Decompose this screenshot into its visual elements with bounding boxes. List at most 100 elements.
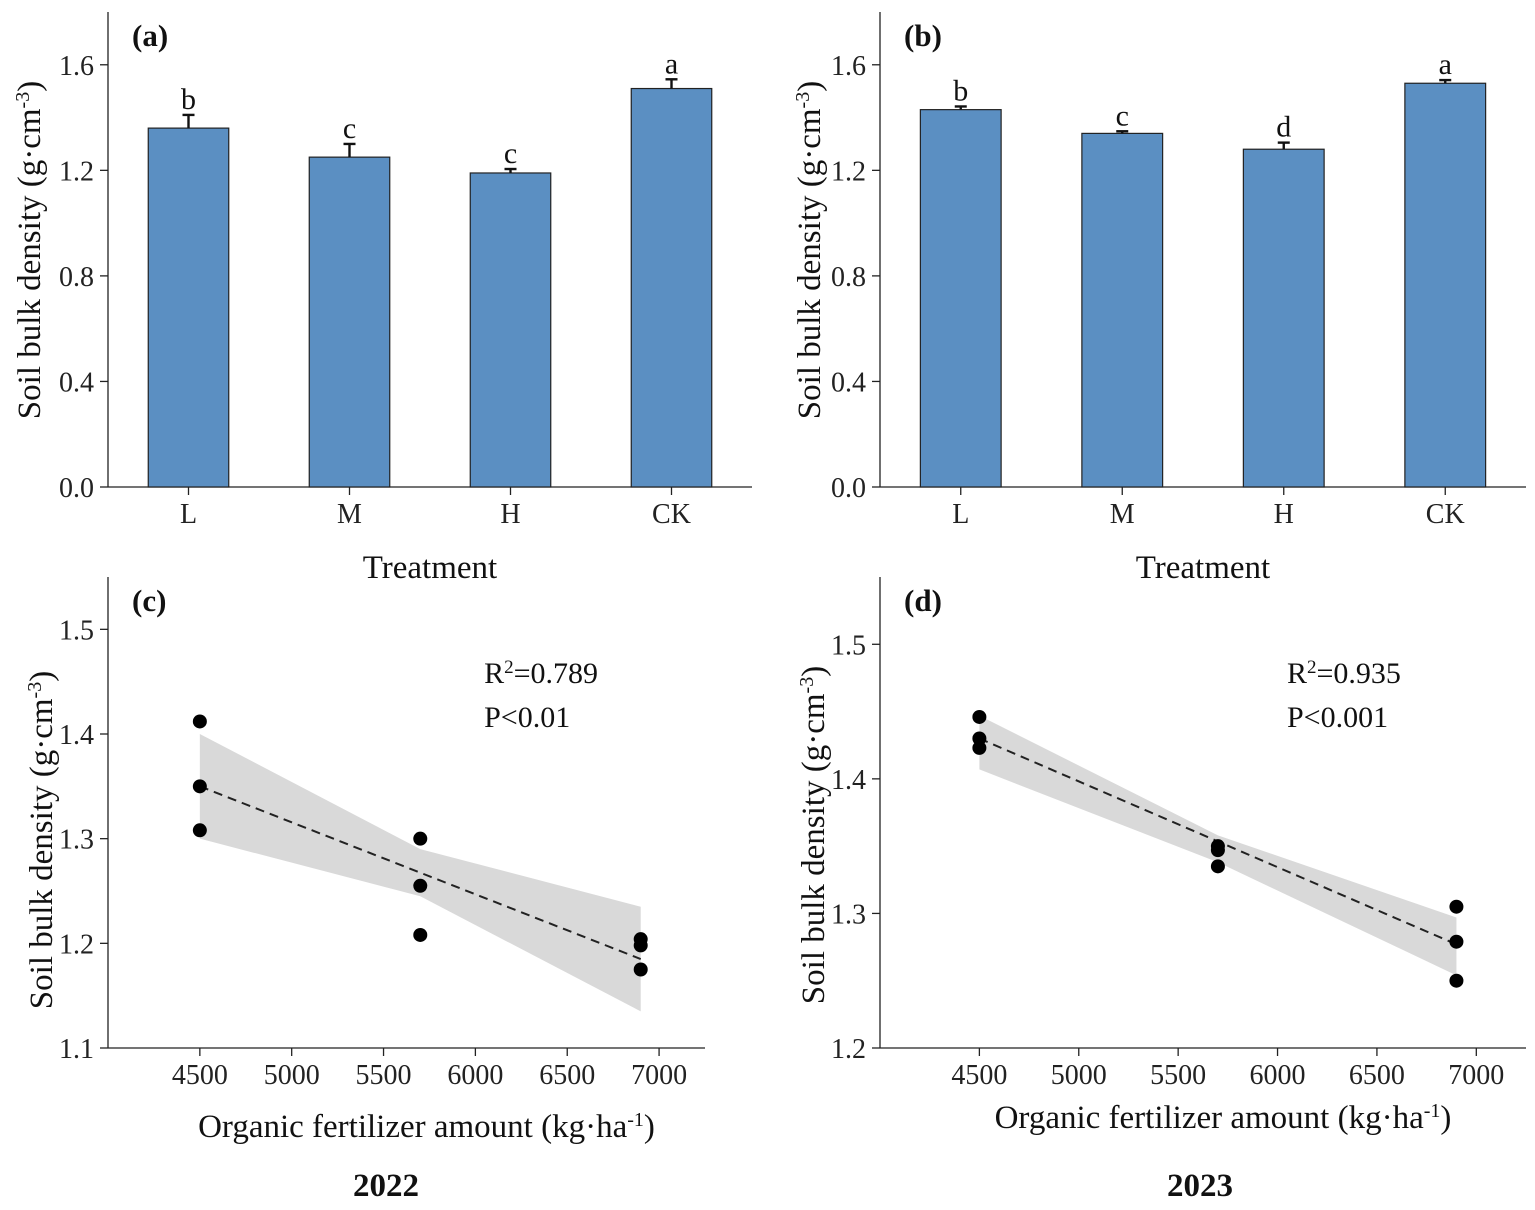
significance-letter: a [1439, 48, 1452, 81]
data-point [192, 823, 207, 838]
label-paren: ) [644, 1109, 655, 1145]
x-tick-label: 6000 [1250, 1060, 1306, 1091]
data-point [972, 709, 987, 724]
x-tick-label: 5000 [1051, 1060, 1107, 1091]
label-superscript: -1 [1424, 1100, 1441, 1122]
y-tick-label: 1.5 [831, 630, 866, 661]
y-axis-label: Soil bulk density (g·cm-3) [24, 671, 60, 1009]
r-superscript: 2 [504, 657, 514, 678]
y-axis-label: Soil bulk density (g·cm-3) [796, 666, 832, 1004]
label-superscript: -3 [796, 677, 818, 694]
label-superscript: -3 [792, 92, 814, 109]
y-tick-label: 1.2 [59, 156, 94, 187]
year-label-2023: 2023 [1167, 1168, 1233, 1204]
y-tick-label: 1.6 [831, 51, 866, 82]
label-paren: ) [792, 81, 828, 92]
bar [919, 109, 1002, 488]
x-axis-label: Treatment [1136, 550, 1270, 586]
x-tick-label: M [1110, 499, 1135, 530]
data-point [1210, 843, 1225, 858]
y-tick-label: 1.2 [831, 1034, 866, 1065]
x-tick-label: 6000 [447, 1060, 503, 1091]
significance-letter: c [1116, 99, 1129, 132]
significance-letter: c [504, 137, 517, 170]
r-value: =0.789 [514, 657, 598, 690]
y-tick-label: 1.6 [59, 51, 94, 82]
label-paren: ) [24, 671, 60, 682]
data-point [413, 878, 428, 893]
panel-label: (a) [132, 18, 168, 53]
label-text: Soil bulk density (g·cm [792, 108, 828, 419]
x-tick-label: L [180, 499, 197, 530]
x-tick-label: CK [652, 499, 691, 530]
panel-d: 1.2 1.3 1.4 1.5 Soil bulk density (g·cm-3) (d… [796, 577, 1526, 1136]
significance-letter: b [181, 83, 196, 116]
significance-letter: c [343, 112, 356, 145]
y-tick-label: 1.3 [59, 825, 94, 856]
x-axis-label: Organic fertilizer amount (kg·ha-1) [198, 1109, 655, 1145]
regression-line [199, 785, 642, 960]
x-axis-label: Organic fertilizer amount (kg·ha-1) [995, 1100, 1452, 1136]
bar [1404, 82, 1487, 488]
y-tick-label: 0.0 [831, 473, 866, 504]
r-symbol: R [484, 657, 504, 690]
label-superscript: -1 [627, 1109, 644, 1131]
significance-letter: d [1276, 111, 1291, 144]
year-label-2022: 2022 [353, 1168, 419, 1204]
bar [308, 156, 391, 488]
label-paren: ) [796, 666, 832, 677]
label-text: Organic fertilizer amount (kg·ha [198, 1109, 627, 1145]
r-superscript: 2 [1307, 657, 1317, 678]
y-tick-label: 1.2 [831, 156, 866, 187]
data-point [192, 714, 207, 729]
label-superscript: -3 [24, 682, 46, 699]
label-text: Soil bulk density (g·cm [24, 698, 60, 1009]
significance-letter: b [953, 74, 968, 107]
x-tick-label: 4500 [951, 1060, 1007, 1091]
data-point [413, 927, 428, 942]
data-point [972, 740, 987, 755]
x-tick-label: L [952, 499, 969, 530]
bar [630, 87, 713, 488]
y-tick-label: 1.3 [831, 899, 866, 930]
data-point [192, 779, 207, 794]
panel-a: 0.0 0.4 0.8 1.2 1.6 Soil bulk density (g·cm-3… [12, 12, 752, 586]
x-tick-label: 5500 [1150, 1060, 1206, 1091]
confidence-band [199, 734, 641, 1012]
x-tick-label: 6500 [1349, 1060, 1405, 1091]
data-point [1449, 899, 1464, 914]
x-tick-label: 7000 [631, 1060, 687, 1091]
label-text: Soil bulk density (g·cm [12, 108, 48, 419]
r-squared-annotation: R2=0.935 [1287, 657, 1401, 691]
y-axis-label: Soil bulk density (g·cm-3) [792, 81, 828, 419]
data-point [633, 938, 648, 953]
label-paren: ) [12, 81, 48, 92]
y-tick-label: 0.0 [59, 473, 94, 504]
y-tick-label: 0.4 [831, 367, 866, 398]
data-point [413, 831, 428, 846]
bar [147, 127, 230, 488]
r-symbol: R [1287, 657, 1307, 690]
data-point [1210, 859, 1225, 874]
r-squared-annotation: R2=0.789 [484, 657, 598, 691]
y-tick-label: 1.2 [59, 929, 94, 960]
label-paren: ) [1440, 1100, 1451, 1136]
label-text: Soil bulk density (g·cm [796, 693, 832, 1004]
panel-label: (c) [132, 583, 166, 618]
data-point [1449, 973, 1464, 988]
y-tick-label: 1.4 [59, 720, 94, 751]
bar [1081, 132, 1164, 488]
significance-letter: a [665, 47, 678, 80]
x-tick-label: 4500 [172, 1060, 228, 1091]
x-tick-label: 5000 [264, 1060, 320, 1091]
y-tick-label: 0.4 [59, 367, 94, 398]
data-point [1449, 934, 1464, 949]
x-tick-label: 6500 [539, 1060, 595, 1091]
y-tick-label: 1.1 [59, 1034, 94, 1065]
data-point [633, 962, 648, 977]
x-tick-label: H [500, 499, 520, 530]
x-tick-label: 7000 [1448, 1060, 1504, 1091]
panel-label: (b) [904, 18, 942, 53]
